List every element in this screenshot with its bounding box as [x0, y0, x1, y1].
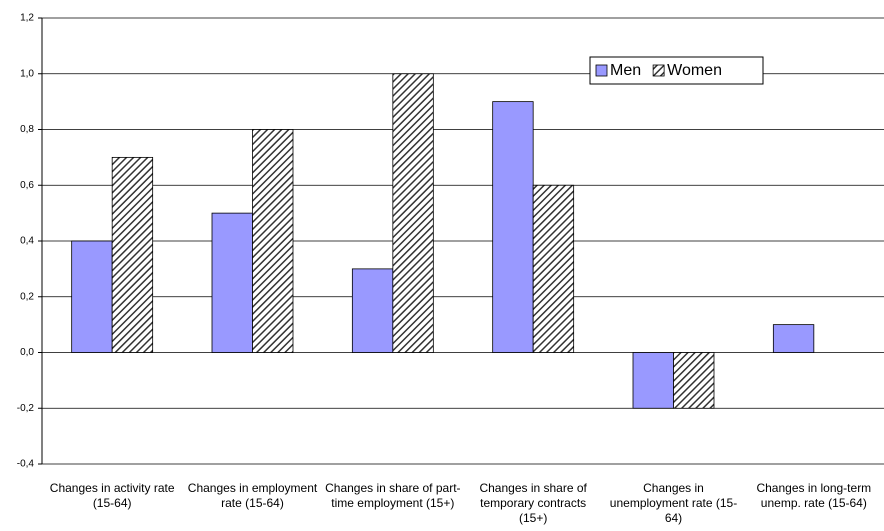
x-tick-label: Changes in unemployment rate (15-64) — [609, 481, 738, 525]
x-tick-label: Changes in share of temporary contracts … — [479, 481, 587, 525]
x-tick-label: Changes in employment rate (15-64) — [187, 481, 318, 510]
bar — [211, 212, 253, 353]
legend-box — [589, 56, 764, 85]
bar — [492, 101, 534, 353]
y-tick-label: 0,0 — [20, 347, 34, 358]
y-tick-label: 0,4 — [20, 236, 34, 247]
bar — [111, 156, 154, 353]
y-tick-label: 0,8 — [20, 124, 34, 135]
bar — [632, 352, 674, 409]
legend-label: Men — [610, 62, 641, 79]
bar — [772, 324, 815, 353]
x-tick-label: Changes in activity rate (15-64) — [49, 481, 175, 510]
x-tick-label: Changes in share of part-time employment… — [325, 481, 461, 510]
y-tick-label: 0,2 — [20, 291, 34, 302]
y-tick-label: 1,2 — [20, 13, 34, 24]
y-tick-label: -0,4 — [17, 459, 35, 470]
legend-label: Women — [667, 62, 722, 79]
bar — [673, 352, 715, 409]
y-tick-label: 1,0 — [20, 68, 34, 79]
legend-swatch — [595, 64, 608, 77]
bar — [71, 240, 113, 353]
bar — [532, 184, 575, 353]
legend-swatch — [652, 64, 665, 77]
x-tick-label: Changes in long-term unemp. rate (15-64) — [756, 481, 872, 510]
y-tick-label: 0,6 — [20, 180, 34, 191]
bar — [351, 268, 394, 353]
bar — [392, 73, 434, 353]
bar — [252, 129, 294, 353]
y-tick-label: -0,2 — [17, 403, 35, 414]
